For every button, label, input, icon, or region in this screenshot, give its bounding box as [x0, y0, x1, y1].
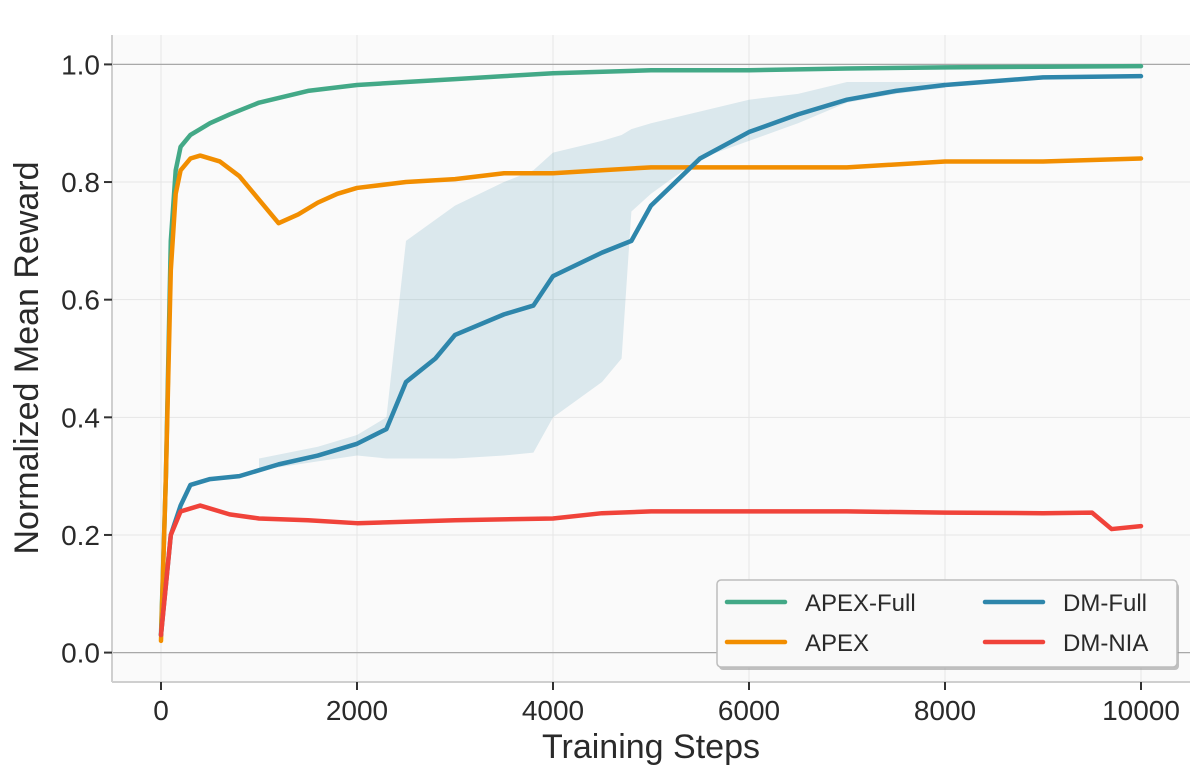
y-axis-label: Normalized Mean Reward: [8, 161, 46, 554]
x-tick-label: 8000: [914, 695, 976, 726]
legend: APEX-Full APEX DM-Full DM-NIA: [716, 579, 1179, 670]
series-line-dm-nia: [158, 503, 1144, 638]
y-tick-label: 0.6: [61, 285, 100, 316]
y-tick-label: 0.4: [61, 402, 100, 433]
y-ticks: 0.0 0.2 0.4 0.6 0.8 1.0: [61, 49, 112, 669]
y-tick-label: 0.0: [61, 638, 100, 669]
legend-label: DM-NIA: [1063, 630, 1148, 657]
grid: [112, 35, 1190, 682]
x-tick-label: 6000: [718, 695, 780, 726]
x-tick-label: 4000: [522, 695, 584, 726]
series-lines: [158, 63, 1144, 644]
y-tick-label: 0.8: [61, 167, 100, 198]
plot-background: [112, 35, 1190, 682]
x-tick-label: 2000: [326, 695, 388, 726]
x-tick-label: 0: [153, 695, 169, 726]
legend-label: APEX-Full: [805, 590, 916, 617]
x-tick-label: 10000: [1102, 695, 1180, 726]
series-line-apex: [158, 153, 1144, 644]
y-tick-label: 0.2: [61, 520, 100, 551]
legend-label: APEX: [805, 630, 869, 657]
x-ticks: 0 2000 4000 6000 8000 10000: [153, 682, 1180, 726]
x-axis-label: Training Steps: [542, 728, 760, 766]
confidence-band: [259, 82, 945, 471]
y-tick-label: 1.0: [61, 49, 100, 80]
series-line-dm-full: [158, 73, 1144, 638]
series-line-apex-full: [158, 63, 1144, 638]
confidence-bands: [259, 82, 945, 471]
legend-label: DM-Full: [1063, 590, 1147, 617]
